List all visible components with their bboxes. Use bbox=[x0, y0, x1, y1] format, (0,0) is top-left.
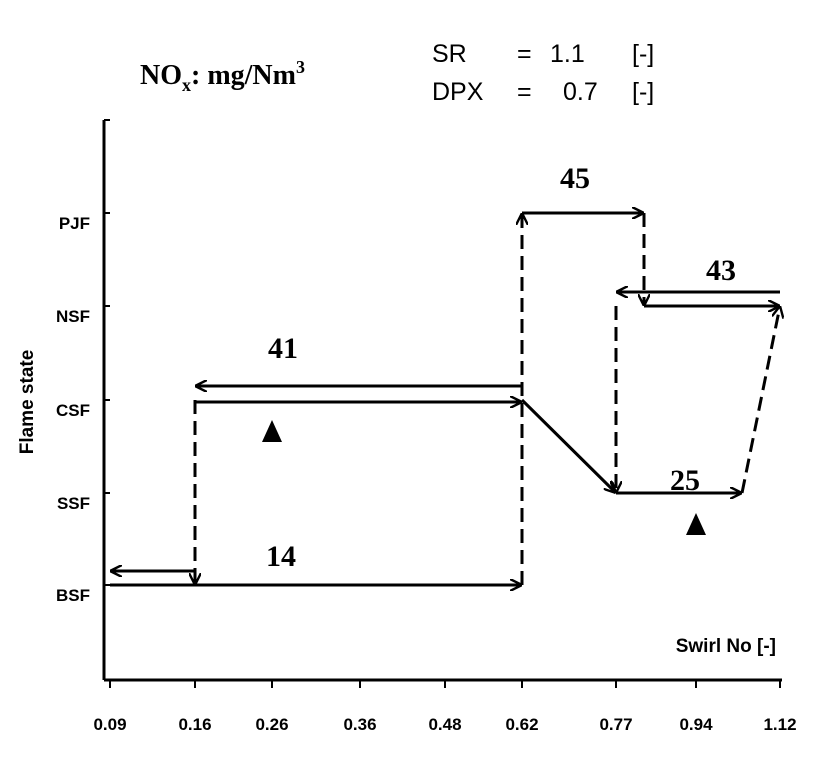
parameter-sr: SR = 1.1 [-] bbox=[432, 40, 654, 68]
y-tick-label-nsf: NSF bbox=[56, 307, 90, 326]
x-axis-title: Swirl No [-] bbox=[676, 636, 776, 657]
parameter-name: SR bbox=[432, 40, 467, 68]
x-tick-label-0-94: 0.94 bbox=[679, 715, 713, 734]
label-25: 25 bbox=[670, 464, 700, 497]
series-segment-13 bbox=[520, 398, 616, 493]
parameter-name: DPX bbox=[432, 78, 484, 106]
parameter-equals: = bbox=[517, 40, 532, 68]
triangle-marker-1 bbox=[686, 513, 706, 535]
label-41: 41 bbox=[268, 332, 298, 365]
parameter-equals: = bbox=[517, 78, 532, 106]
label-45: 45 bbox=[560, 162, 590, 195]
parameter-value: 0.7 bbox=[563, 78, 598, 106]
label-43: 43 bbox=[706, 254, 736, 287]
x-tick-label-1-12: 1.12 bbox=[763, 715, 796, 734]
x-tick-label-0-36: 0.36 bbox=[343, 715, 376, 734]
y-axis-ticks: BSF SSF CSF NSF PJF bbox=[56, 119, 110, 681]
x-tick-label-0-09: 0.09 bbox=[93, 715, 126, 734]
parameter-unit: [-] bbox=[632, 78, 654, 106]
x-axis-ticks: 0.09 0.16 0.26 0.36 0.48 0.62 0.77 0.94 1.12 bbox=[93, 680, 797, 734]
chart-title: NOx: mg/Nm3 bbox=[140, 57, 305, 95]
y-tick-label-bsf: BSF bbox=[56, 586, 90, 605]
x-tick-label-0-62: 0.62 bbox=[505, 715, 538, 734]
x-tick-label-0-77: 0.77 bbox=[599, 715, 632, 734]
parameter-dpx: DPX = 0.7 [-] bbox=[432, 78, 654, 106]
y-tick-label-ssf: SSF bbox=[57, 494, 90, 513]
x-tick-label-0-16: 0.16 bbox=[178, 715, 211, 734]
parameter-unit: [-] bbox=[632, 40, 654, 68]
label-14: 14 bbox=[266, 540, 296, 573]
y-tick-label-csf: CSF bbox=[56, 401, 90, 420]
series-segment-7 bbox=[740, 306, 780, 494]
y-axis-title: Flame state bbox=[17, 350, 38, 455]
y-tick-label-pjf: PJF bbox=[59, 214, 90, 233]
series-layer bbox=[110, 213, 780, 585]
parameter-value: 1.1 bbox=[550, 40, 585, 68]
marker-layer bbox=[262, 420, 706, 535]
x-tick-label-0-26: 0.26 bbox=[255, 715, 288, 734]
x-tick-label-0-48: 0.48 bbox=[428, 715, 461, 734]
triangle-marker-0 bbox=[262, 420, 282, 442]
